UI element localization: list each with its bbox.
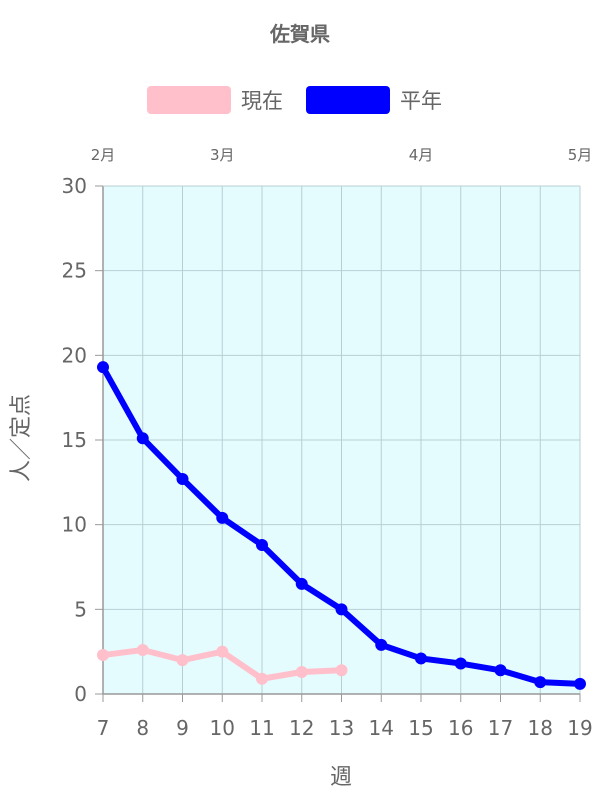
data-point	[97, 361, 109, 374]
y-tick-label: 20	[62, 343, 87, 367]
data-point	[176, 654, 189, 667]
x-tick-label: 18	[528, 716, 553, 740]
y-tick-label: 5	[74, 597, 87, 621]
data-point	[216, 511, 229, 524]
month-labels: 2月 3月 4月 5月	[91, 146, 593, 164]
x-tick-label: 11	[249, 716, 274, 740]
series-平年	[97, 361, 586, 690]
chart-title: 佐賀県	[269, 22, 330, 46]
month-label: 3月	[210, 146, 235, 164]
y-tick-label: 0	[74, 682, 87, 706]
data-point	[295, 665, 308, 678]
data-point	[574, 677, 586, 690]
month-label: 2月	[91, 146, 116, 164]
y-tick-label: 25	[62, 259, 87, 283]
tick-labels: 0 5 10 15 20 25 30 7 8 9 10 11 12 13 14 15 16 17 18 19	[62, 174, 593, 740]
series-layer	[97, 361, 586, 690]
grid-lines	[103, 185, 581, 694]
data-point	[335, 664, 348, 677]
legend-swatch	[147, 86, 231, 114]
legend-label: 現在	[241, 89, 283, 113]
month-label: 5月	[568, 146, 593, 164]
x-tick-label: 16	[448, 716, 473, 740]
y-tick-label: 30	[62, 174, 87, 198]
month-label: 4月	[409, 146, 434, 164]
x-tick-label: 15	[408, 716, 433, 740]
x-tick-label: 8	[136, 716, 149, 740]
x-tick-label: 10	[210, 716, 235, 740]
legend: 現在 平年	[147, 86, 442, 114]
data-point	[136, 432, 149, 445]
data-point	[256, 672, 268, 685]
data-point	[216, 645, 229, 658]
y-axis-title: 人／定点	[9, 394, 34, 482]
x-tick-label: 7	[97, 716, 110, 740]
data-point	[256, 538, 268, 551]
x-axis-title: 週	[330, 765, 352, 790]
data-point	[494, 664, 507, 677]
data-point	[97, 649, 109, 662]
series-現在	[97, 643, 348, 685]
y-tick-label: 10	[62, 513, 87, 537]
x-tick-label: 17	[488, 716, 513, 740]
data-point	[295, 577, 308, 590]
data-point	[415, 652, 427, 665]
x-tick-label: 14	[369, 716, 394, 740]
legend-swatch	[306, 86, 390, 114]
data-point	[176, 472, 189, 485]
data-point	[335, 603, 348, 616]
data-point	[454, 657, 467, 670]
x-tick-label: 19	[567, 716, 592, 740]
data-point	[136, 643, 149, 656]
legend-label: 平年	[400, 89, 442, 113]
data-point	[534, 676, 547, 689]
x-tick-label: 9	[176, 716, 189, 740]
x-tick-label: 12	[289, 716, 314, 740]
y-tick-label: 15	[62, 428, 87, 452]
x-tick-label: 13	[329, 716, 354, 740]
data-point	[375, 638, 388, 651]
